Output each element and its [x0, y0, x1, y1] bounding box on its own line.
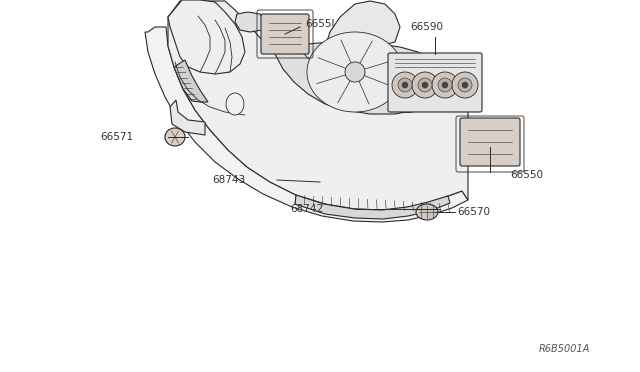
Polygon shape: [270, 37, 443, 114]
Circle shape: [438, 78, 452, 92]
Text: 66590: 66590: [410, 22, 443, 32]
Circle shape: [392, 72, 418, 98]
Polygon shape: [294, 54, 462, 112]
Circle shape: [422, 82, 428, 88]
Text: 6655l: 6655l: [305, 19, 335, 29]
Circle shape: [432, 72, 458, 98]
Circle shape: [462, 82, 468, 88]
Text: 68743: 68743: [212, 175, 245, 185]
Circle shape: [345, 62, 365, 82]
Text: 66550: 66550: [510, 170, 543, 180]
Polygon shape: [295, 195, 450, 219]
Polygon shape: [235, 12, 265, 32]
Polygon shape: [170, 100, 205, 135]
Ellipse shape: [165, 128, 185, 146]
FancyBboxPatch shape: [460, 118, 520, 166]
Text: R6B5001A: R6B5001A: [539, 344, 590, 354]
Circle shape: [398, 78, 412, 92]
FancyBboxPatch shape: [388, 53, 482, 112]
Polygon shape: [168, 1, 468, 210]
Text: 66571: 66571: [100, 132, 133, 142]
Text: 68742: 68742: [290, 204, 323, 214]
Ellipse shape: [416, 204, 438, 220]
Polygon shape: [174, 60, 208, 102]
Text: 66570: 66570: [457, 207, 490, 217]
Circle shape: [442, 82, 448, 88]
Polygon shape: [168, 0, 245, 74]
Ellipse shape: [307, 32, 403, 112]
Ellipse shape: [226, 93, 244, 115]
Circle shape: [418, 78, 432, 92]
FancyBboxPatch shape: [261, 14, 309, 54]
Circle shape: [452, 72, 478, 98]
Circle shape: [402, 82, 408, 88]
Polygon shape: [145, 27, 468, 222]
Polygon shape: [325, 1, 400, 48]
Circle shape: [412, 72, 438, 98]
Circle shape: [458, 78, 472, 92]
